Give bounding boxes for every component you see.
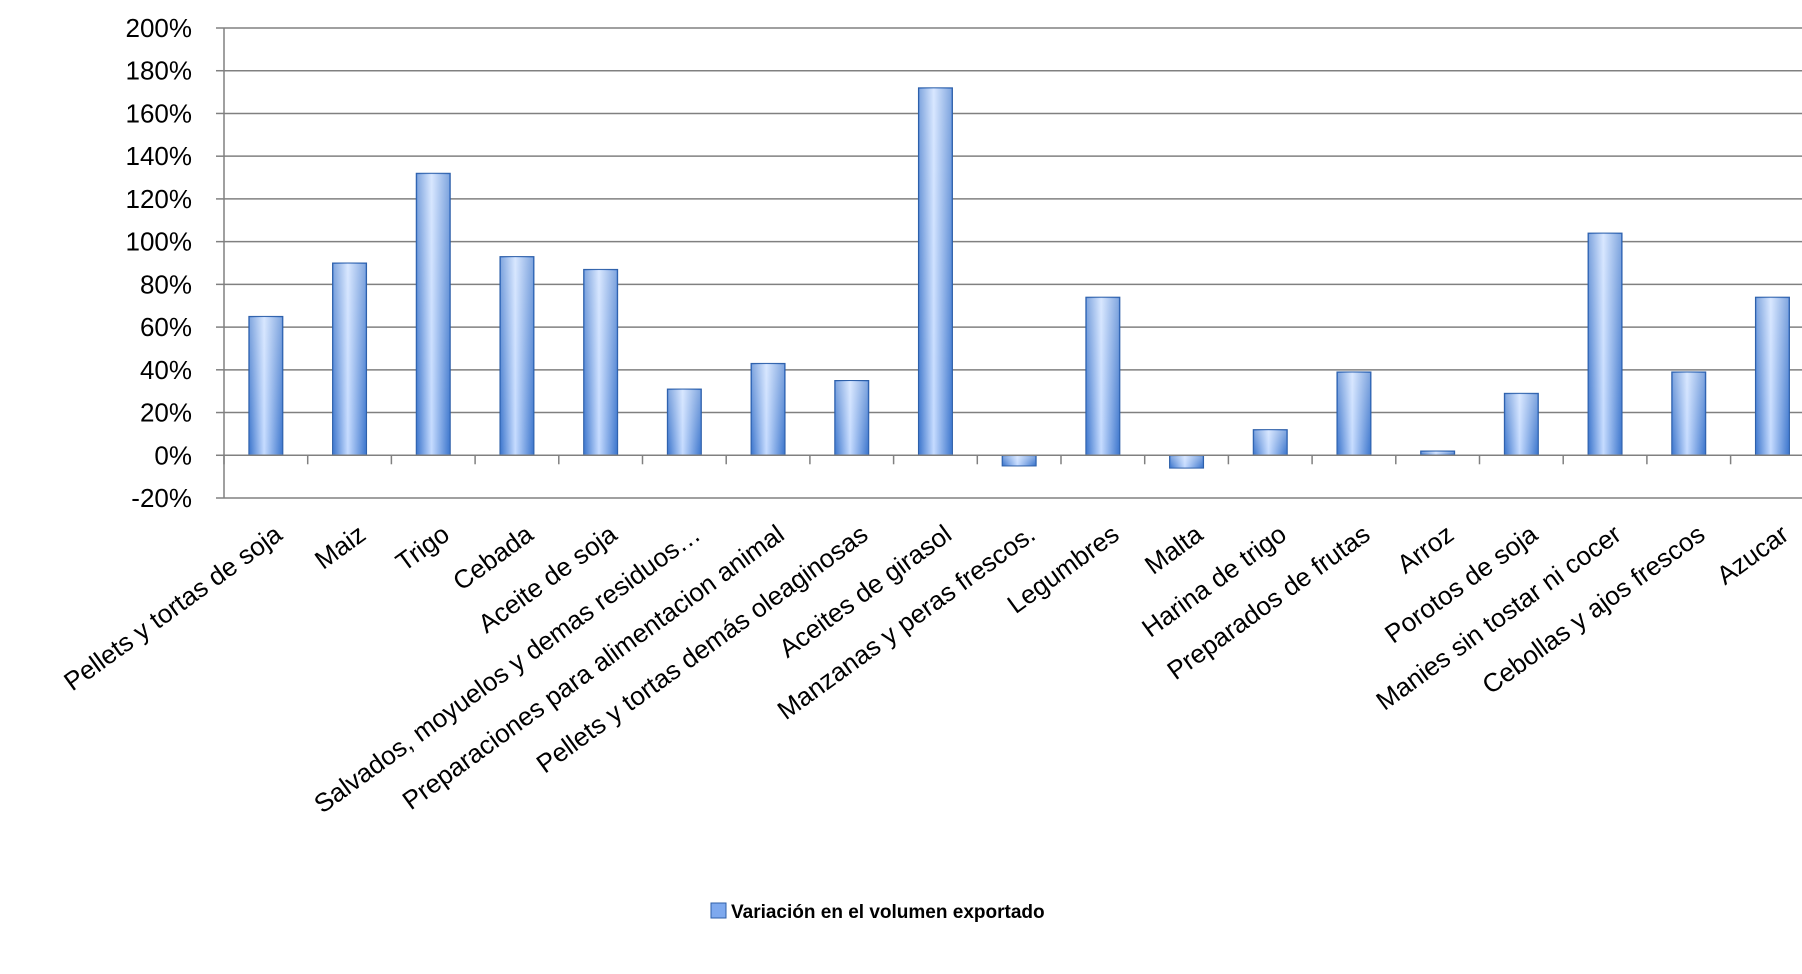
y-tick-label: 200%: [126, 13, 193, 43]
y-axis-tick-labels: -20% 0% 20% 40% 60% 80% 100% 120% 140% 160% 180% 20…: [126, 13, 193, 513]
x-category-label: Trigo: [390, 519, 455, 578]
bar: [248, 315, 284, 456]
y-tick-label: 40%: [140, 355, 192, 385]
y-tick-label: -20%: [131, 483, 192, 513]
axes: [216, 27, 1802, 499]
y-tick-label: 80%: [140, 269, 192, 299]
bar: [583, 268, 619, 456]
x-category-label: Maiz: [309, 519, 371, 576]
bar: [1587, 232, 1623, 456]
bar: [1252, 429, 1288, 456]
y-tick-label: 180%: [126, 56, 193, 86]
bar: [1671, 371, 1707, 456]
x-category-label: Malta: [1139, 518, 1209, 580]
bar: [1001, 454, 1037, 467]
bar: [1336, 371, 1372, 456]
y-tick-label: 20%: [140, 398, 192, 428]
bar: [834, 380, 870, 456]
gridlines: [224, 27, 1802, 499]
y-tick-label: 0%: [154, 440, 192, 470]
bars: [248, 87, 1790, 469]
bar: [415, 172, 451, 456]
x-axis-category-labels: Pellets y tortas de soja Maiz TrigoCebadaA…: [58, 518, 1794, 819]
y-tick-label: 60%: [140, 312, 192, 342]
y-tick-label: 120%: [126, 184, 193, 214]
bar: [917, 87, 953, 456]
x-category-label: Arroz: [1391, 519, 1459, 580]
bar: [1503, 392, 1539, 456]
legend: Variación en el volumen exportado: [710, 902, 1045, 923]
bar: [332, 262, 368, 456]
y-tick-label: 100%: [126, 227, 193, 257]
y-tick-label: 160%: [126, 98, 193, 128]
bar: [1754, 296, 1790, 456]
bar: [750, 362, 786, 456]
legend-label: Variación en el volumen exportado: [731, 902, 1045, 923]
x-category-label: Azucar: [1711, 518, 1794, 590]
bar: [1169, 454, 1205, 469]
bar: [1085, 296, 1121, 456]
bar: [666, 388, 702, 456]
x-category-label: Pellets y tortas de soja: [58, 518, 288, 696]
legend-swatch: [710, 902, 727, 919]
y-tick-label: 140%: [126, 141, 193, 171]
bar: [499, 256, 535, 456]
